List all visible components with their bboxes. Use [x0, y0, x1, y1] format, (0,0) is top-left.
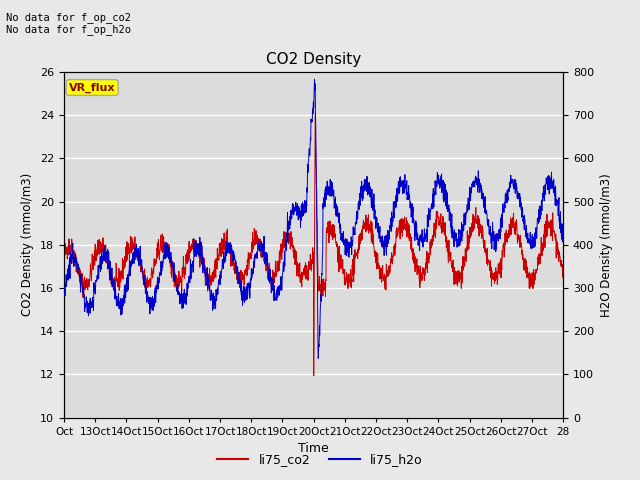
Text: VR_flux: VR_flux: [69, 83, 115, 93]
Text: No data for f_op_co2
No data for f_op_h2o: No data for f_op_co2 No data for f_op_h2…: [6, 12, 131, 36]
Y-axis label: CO2 Density (mmol/m3): CO2 Density (mmol/m3): [22, 173, 35, 316]
X-axis label: Time: Time: [298, 442, 329, 455]
Legend: li75_co2, li75_h2o: li75_co2, li75_h2o: [212, 448, 428, 471]
Y-axis label: H2O Density (mmol/m3): H2O Density (mmol/m3): [600, 173, 612, 317]
Title: CO2 Density: CO2 Density: [266, 52, 361, 67]
